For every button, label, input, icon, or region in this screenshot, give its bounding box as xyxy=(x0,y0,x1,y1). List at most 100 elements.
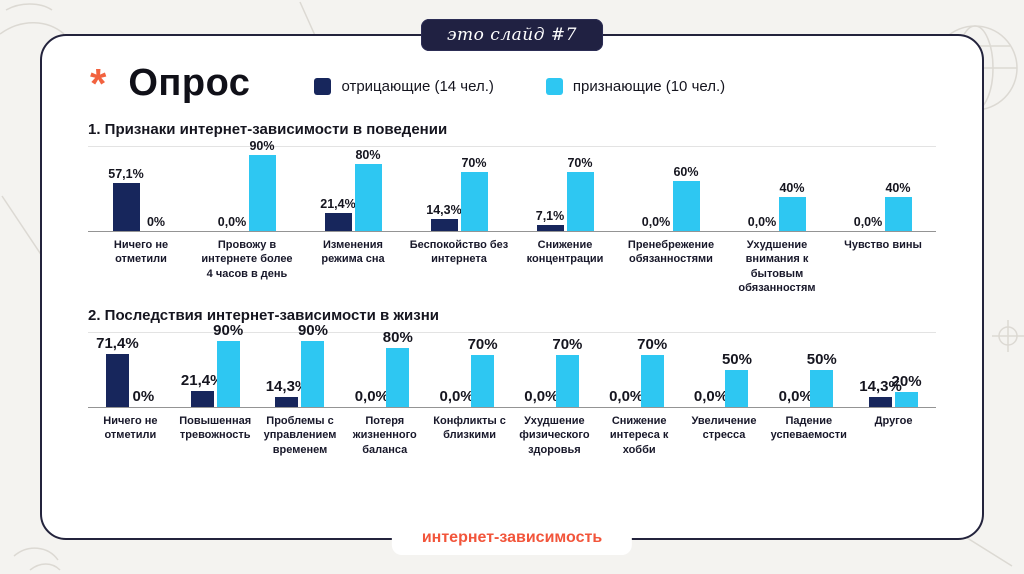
chart-category-axis: Ничего не отметили Провожу в интернете бо… xyxy=(88,232,936,295)
bar xyxy=(566,172,594,231)
category-label: Изменения режима сна xyxy=(321,239,385,266)
bar xyxy=(536,225,564,231)
bar-group: 21,4% 80% xyxy=(300,147,406,231)
chart-title: 2. Последствия интернет-зависимости в жи… xyxy=(88,307,440,325)
legend-item-admitters: признающие (10 чел.) xyxy=(545,78,726,95)
legend-label: признающие (10 чел.) xyxy=(572,78,726,95)
bar-value-label: 57,1% xyxy=(108,167,144,182)
header: * Опрос отрицающие (14 чел.) признающие … xyxy=(42,36,982,105)
bar-value-label: 0,0% xyxy=(778,388,813,406)
bar-slot: 21,4% xyxy=(320,147,356,231)
bar-slot: 0,0% xyxy=(439,333,473,407)
bar-slot: 60% xyxy=(672,147,700,231)
bar-value-label: 0,0% xyxy=(217,215,247,229)
bar-group: 0,0% 70% xyxy=(512,333,597,408)
bar-group: 0,0% 40% xyxy=(724,147,830,231)
bar-value-label: 0,0% xyxy=(747,215,777,229)
bar xyxy=(386,348,410,408)
category-label: Падение успеваемости xyxy=(770,415,847,442)
bar-slot: 80% xyxy=(354,147,382,231)
bar-slot: 0,0% xyxy=(609,333,643,407)
legend: отрицающие (14 чел.) признающие (10 чел.… xyxy=(314,78,725,95)
bar-value-label: 0% xyxy=(146,215,166,229)
asterisk-decoration: * xyxy=(90,59,107,107)
bar-value-label: 14,3% xyxy=(426,203,462,217)
bar-value-label: 0,0% xyxy=(693,388,729,406)
legend-swatch-cyan xyxy=(545,78,563,95)
bar xyxy=(216,340,240,408)
bar-value-label: 21,4% xyxy=(180,372,224,390)
bar-slot: 71,4% xyxy=(96,333,139,408)
bar-value-label: 50% xyxy=(806,351,837,369)
category-label: Ухудшение физического здоровья xyxy=(519,415,590,456)
bar-slot: 14,3% xyxy=(426,147,462,231)
bar-slot: 40% xyxy=(778,147,806,231)
bar-slot: 50% xyxy=(722,333,752,408)
bar-group: 0,0% 40% xyxy=(830,147,936,231)
category-label: Ничего не отметили xyxy=(113,239,169,266)
bar xyxy=(105,354,129,408)
bar-value-label: 0,0% xyxy=(524,388,559,406)
bar-value-label: 70% xyxy=(567,156,593,171)
category-label: Снижение интереса к хобби xyxy=(609,415,669,456)
bar-slot: 70% xyxy=(552,333,582,408)
bar xyxy=(324,213,352,231)
bar-slot: 57,1% xyxy=(108,147,144,231)
bar xyxy=(555,355,579,408)
bar-value-label: 90% xyxy=(249,139,275,154)
bar-slot: 50% xyxy=(807,333,837,408)
category-label: Беспокойство без интернета xyxy=(409,239,509,266)
bar xyxy=(430,219,458,231)
bar-value-label: 80% xyxy=(355,147,381,162)
chart-behavior-signs: 1. Признаки интернет-зависимости в повед… xyxy=(42,121,982,295)
bar-value-label: 21,4% xyxy=(320,197,356,212)
bar xyxy=(725,370,749,408)
legend-item-deniers: отрицающие (14 чел.) xyxy=(314,78,494,95)
bar-slot: 70% xyxy=(566,147,594,231)
category-label: Ничего не отметили xyxy=(103,415,158,442)
bar-value-label: 40% xyxy=(779,181,805,196)
bar-value-label: 80% xyxy=(382,329,413,346)
bar-group: 0,0% 50% xyxy=(766,333,851,408)
bar-group: 57,1% 0% xyxy=(88,147,194,231)
bar-slot: 40% xyxy=(884,147,912,231)
bar-slot: 0,0% xyxy=(217,147,247,231)
chart-plot-area: 57,1% 0% 0,0% 90% 21,4% 80% 14,3% 70% 7,1% 70% 0,0… xyxy=(88,139,936,232)
slide-card: это слайд #7 * Опрос отрицающие (14 чел.… xyxy=(40,19,984,555)
bar-group: 0,0% 70% xyxy=(427,333,512,408)
bar xyxy=(354,163,382,231)
topic-tag: интернет-зависимость xyxy=(391,521,633,555)
bar-slot: 70% xyxy=(460,147,488,231)
bar-group: 0,0% 70% xyxy=(597,333,682,408)
bar-value-label: 90% xyxy=(213,321,244,339)
bar xyxy=(672,180,700,231)
bar-value-label: 70% xyxy=(552,336,583,354)
bar-value-label: 70% xyxy=(637,336,668,354)
bar xyxy=(640,355,664,408)
bar-value-label: 60% xyxy=(673,164,699,179)
bar-slot: 20% xyxy=(892,333,922,408)
bar-slot: 70% xyxy=(468,333,498,408)
bar-slot: 80% xyxy=(383,329,413,408)
bar-value-label: 0,0% xyxy=(853,215,883,229)
category-label: Увеличение стресса xyxy=(691,415,757,442)
bar-value-label: 0% xyxy=(132,388,155,406)
bar-slot: 0,0% xyxy=(853,147,883,231)
bar-slot: 90% xyxy=(248,139,276,231)
category-label: Другое xyxy=(874,415,913,428)
legend-swatch-navy xyxy=(314,78,332,95)
slide-number-badge: это слайд #7 xyxy=(421,19,603,51)
category-label: Проблемы с управлением временем xyxy=(263,415,337,456)
bar-slot: 0% xyxy=(132,333,155,407)
bar-group: 0,0% 90% xyxy=(194,139,300,231)
bar-slot: 0,0% xyxy=(694,333,728,407)
category-label: Конфликты с близкими xyxy=(433,415,506,442)
category-label: Потеря жизненного баланса xyxy=(352,415,417,456)
bar-group: 14,3% 20% xyxy=(851,333,936,408)
category-label: Провожу в интернете более 4 часов в день xyxy=(201,239,293,280)
bar-value-label: 40% xyxy=(885,181,911,196)
category-label: Пренебрежение обязанностями xyxy=(627,239,715,266)
bar-value-label: 14,3% xyxy=(265,377,309,395)
bar-value-label: 0,0% xyxy=(439,388,474,406)
bar xyxy=(112,183,140,231)
